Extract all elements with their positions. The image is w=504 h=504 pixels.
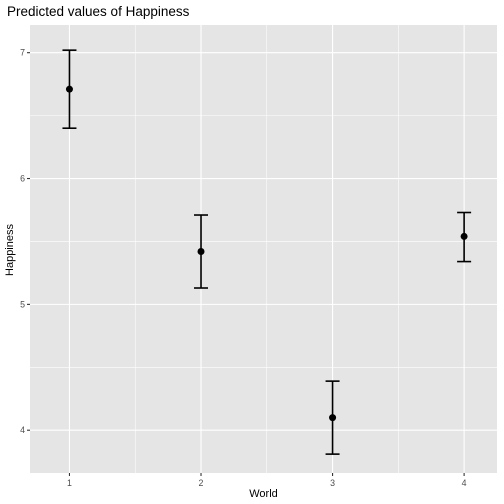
x-axis: 1 2 3 4 bbox=[67, 473, 467, 488]
chart-title: Predicted values of Happiness bbox=[7, 4, 190, 19]
y-axis: 4 5 6 7 bbox=[20, 48, 30, 435]
y-axis-title: Happiness bbox=[4, 224, 16, 276]
y-tick-label: 5 bbox=[20, 299, 25, 309]
data-layer bbox=[62, 49, 472, 455]
x-tick-label: 4 bbox=[462, 478, 467, 488]
x-tick-label: 2 bbox=[199, 478, 204, 488]
x-tick-label: 3 bbox=[330, 478, 335, 488]
data-point bbox=[197, 248, 205, 256]
plot-panel bbox=[30, 25, 497, 473]
data-point bbox=[460, 232, 468, 240]
y-tick-label: 7 bbox=[20, 48, 25, 58]
y-tick-label: 4 bbox=[20, 425, 25, 435]
data-point bbox=[329, 414, 337, 422]
y-tick-label: 6 bbox=[20, 174, 25, 184]
data-point bbox=[65, 85, 73, 93]
x-tick-label: 1 bbox=[67, 478, 72, 488]
x-axis-title: World bbox=[249, 488, 278, 500]
